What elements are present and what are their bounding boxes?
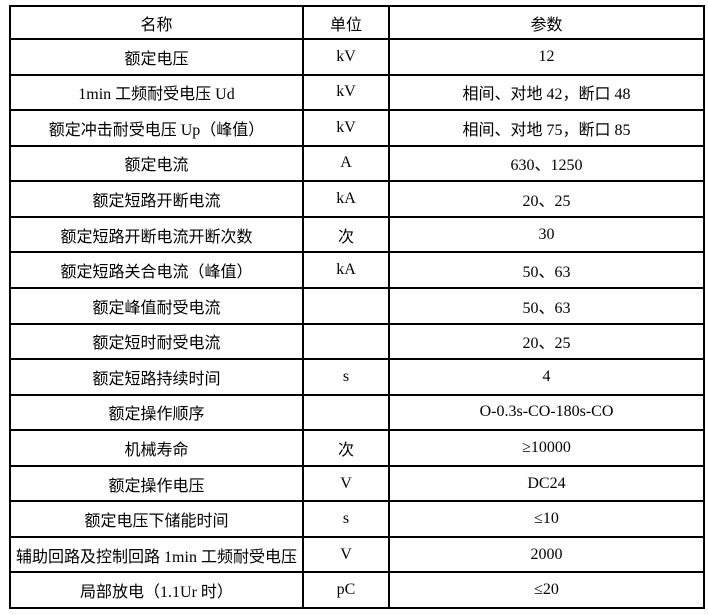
cell-value: ≥10000 — [388, 429, 705, 467]
cell-value: 30 — [388, 215, 705, 254]
table-header-row: 名称 单位 参数 — [9, 5, 705, 40]
cell-unit: kV — [302, 38, 390, 76]
table-row: 额定操作电压 V DC24 — [9, 464, 705, 503]
cell-name: 额定电压 — [9, 38, 304, 76]
cell-name: 额定短路关合电流（峰值） — [9, 251, 304, 289]
cell-unit: 次 — [302, 429, 390, 467]
table-row: 额定短路开断电流开断次数 次 30 — [9, 215, 705, 254]
cell-unit — [302, 393, 390, 432]
cell-name: 额定短路开断电流开断次数 — [9, 215, 304, 254]
table-row: 局部放电（1.1Ur 时） pC ≤20 — [9, 571, 705, 609]
cell-unit — [302, 286, 390, 325]
cell-unit: kV — [302, 109, 390, 147]
cell-value: 12 — [388, 38, 705, 76]
cell-value: 630、1250 — [388, 144, 705, 183]
cell-unit: pC — [302, 571, 390, 609]
cell-name: 额定峰值耐受电流 — [9, 286, 304, 325]
cell-unit: s — [302, 500, 390, 538]
cell-name: 额定短路开断电流 — [9, 180, 304, 218]
cell-name: 辅助回路及控制回路 1min 工频耐受电压 — [9, 535, 304, 574]
cell-unit: V — [302, 535, 390, 574]
cell-name: 额定电流 — [9, 144, 304, 183]
table-row: 额定短路开断电流 kA 20、25 — [9, 180, 705, 218]
cell-value: ≤10 — [388, 500, 705, 538]
cell-value: 20、25 — [388, 322, 705, 361]
cell-unit: kA — [302, 251, 390, 289]
cell-name: 额定电压下储能时间 — [9, 500, 304, 538]
table-row: 辅助回路及控制回路 1min 工频耐受电压 V 2000 — [9, 535, 705, 574]
cell-value: DC24 — [388, 464, 705, 503]
column-header-unit: 单位 — [302, 5, 390, 40]
cell-value: ≤20 — [388, 571, 705, 609]
table-row: 额定操作顺序 O-0.3s-CO-180s-CO — [9, 393, 705, 432]
table-row: 额定短路关合电流（峰值） kA 50、63 — [9, 251, 705, 289]
spec-table: 名称 单位 参数 额定电压 kV 12 1min 工频耐受电压 Ud kV 相间… — [9, 5, 705, 609]
cell-name: 额定短路持续时间 — [9, 358, 304, 396]
cell-name: 额定冲击耐受电压 Up（峰值） — [9, 109, 304, 147]
cell-name: 额定操作顺序 — [9, 393, 304, 432]
cell-value: 相间、对地 75，断口 85 — [388, 109, 705, 147]
table-row: 额定电流 A 630、1250 — [9, 144, 705, 183]
cell-name: 1min 工频耐受电压 Ud — [9, 73, 304, 112]
cell-value: 50、63 — [388, 251, 705, 289]
cell-name: 额定操作电压 — [9, 464, 304, 503]
cell-value: 相间、对地 42，断口 48 — [388, 73, 705, 112]
cell-unit: 次 — [302, 215, 390, 254]
cell-value: O-0.3s-CO-180s-CO — [388, 393, 705, 432]
cell-unit: kA — [302, 180, 390, 218]
table-row: 额定电压 kV 12 — [9, 38, 705, 76]
cell-unit — [302, 322, 390, 361]
cell-value: 20、25 — [388, 180, 705, 218]
cell-unit: V — [302, 464, 390, 503]
cell-name: 机械寿命 — [9, 429, 304, 467]
cell-unit: kV — [302, 73, 390, 112]
cell-value: 4 — [388, 358, 705, 396]
table-row: 额定短时耐受电流 20、25 — [9, 322, 705, 361]
table-row: 额定电压下储能时间 s ≤10 — [9, 500, 705, 538]
table-row: 1min 工频耐受电压 Ud kV 相间、对地 42，断口 48 — [9, 73, 705, 112]
table-row: 额定冲击耐受电压 Up（峰值） kV 相间、对地 75，断口 85 — [9, 109, 705, 147]
column-header-name: 名称 — [9, 5, 304, 40]
cell-value: 50、63 — [388, 286, 705, 325]
cell-unit: s — [302, 358, 390, 396]
cell-value: 2000 — [388, 535, 705, 574]
cell-unit: A — [302, 144, 390, 183]
table-row: 额定短路持续时间 s 4 — [9, 358, 705, 396]
column-header-params: 参数 — [388, 5, 705, 40]
table-row: 额定峰值耐受电流 50、63 — [9, 286, 705, 325]
table-row: 机械寿命 次 ≥10000 — [9, 429, 705, 467]
cell-name: 局部放电（1.1Ur 时） — [9, 571, 304, 609]
cell-name: 额定短时耐受电流 — [9, 322, 304, 361]
